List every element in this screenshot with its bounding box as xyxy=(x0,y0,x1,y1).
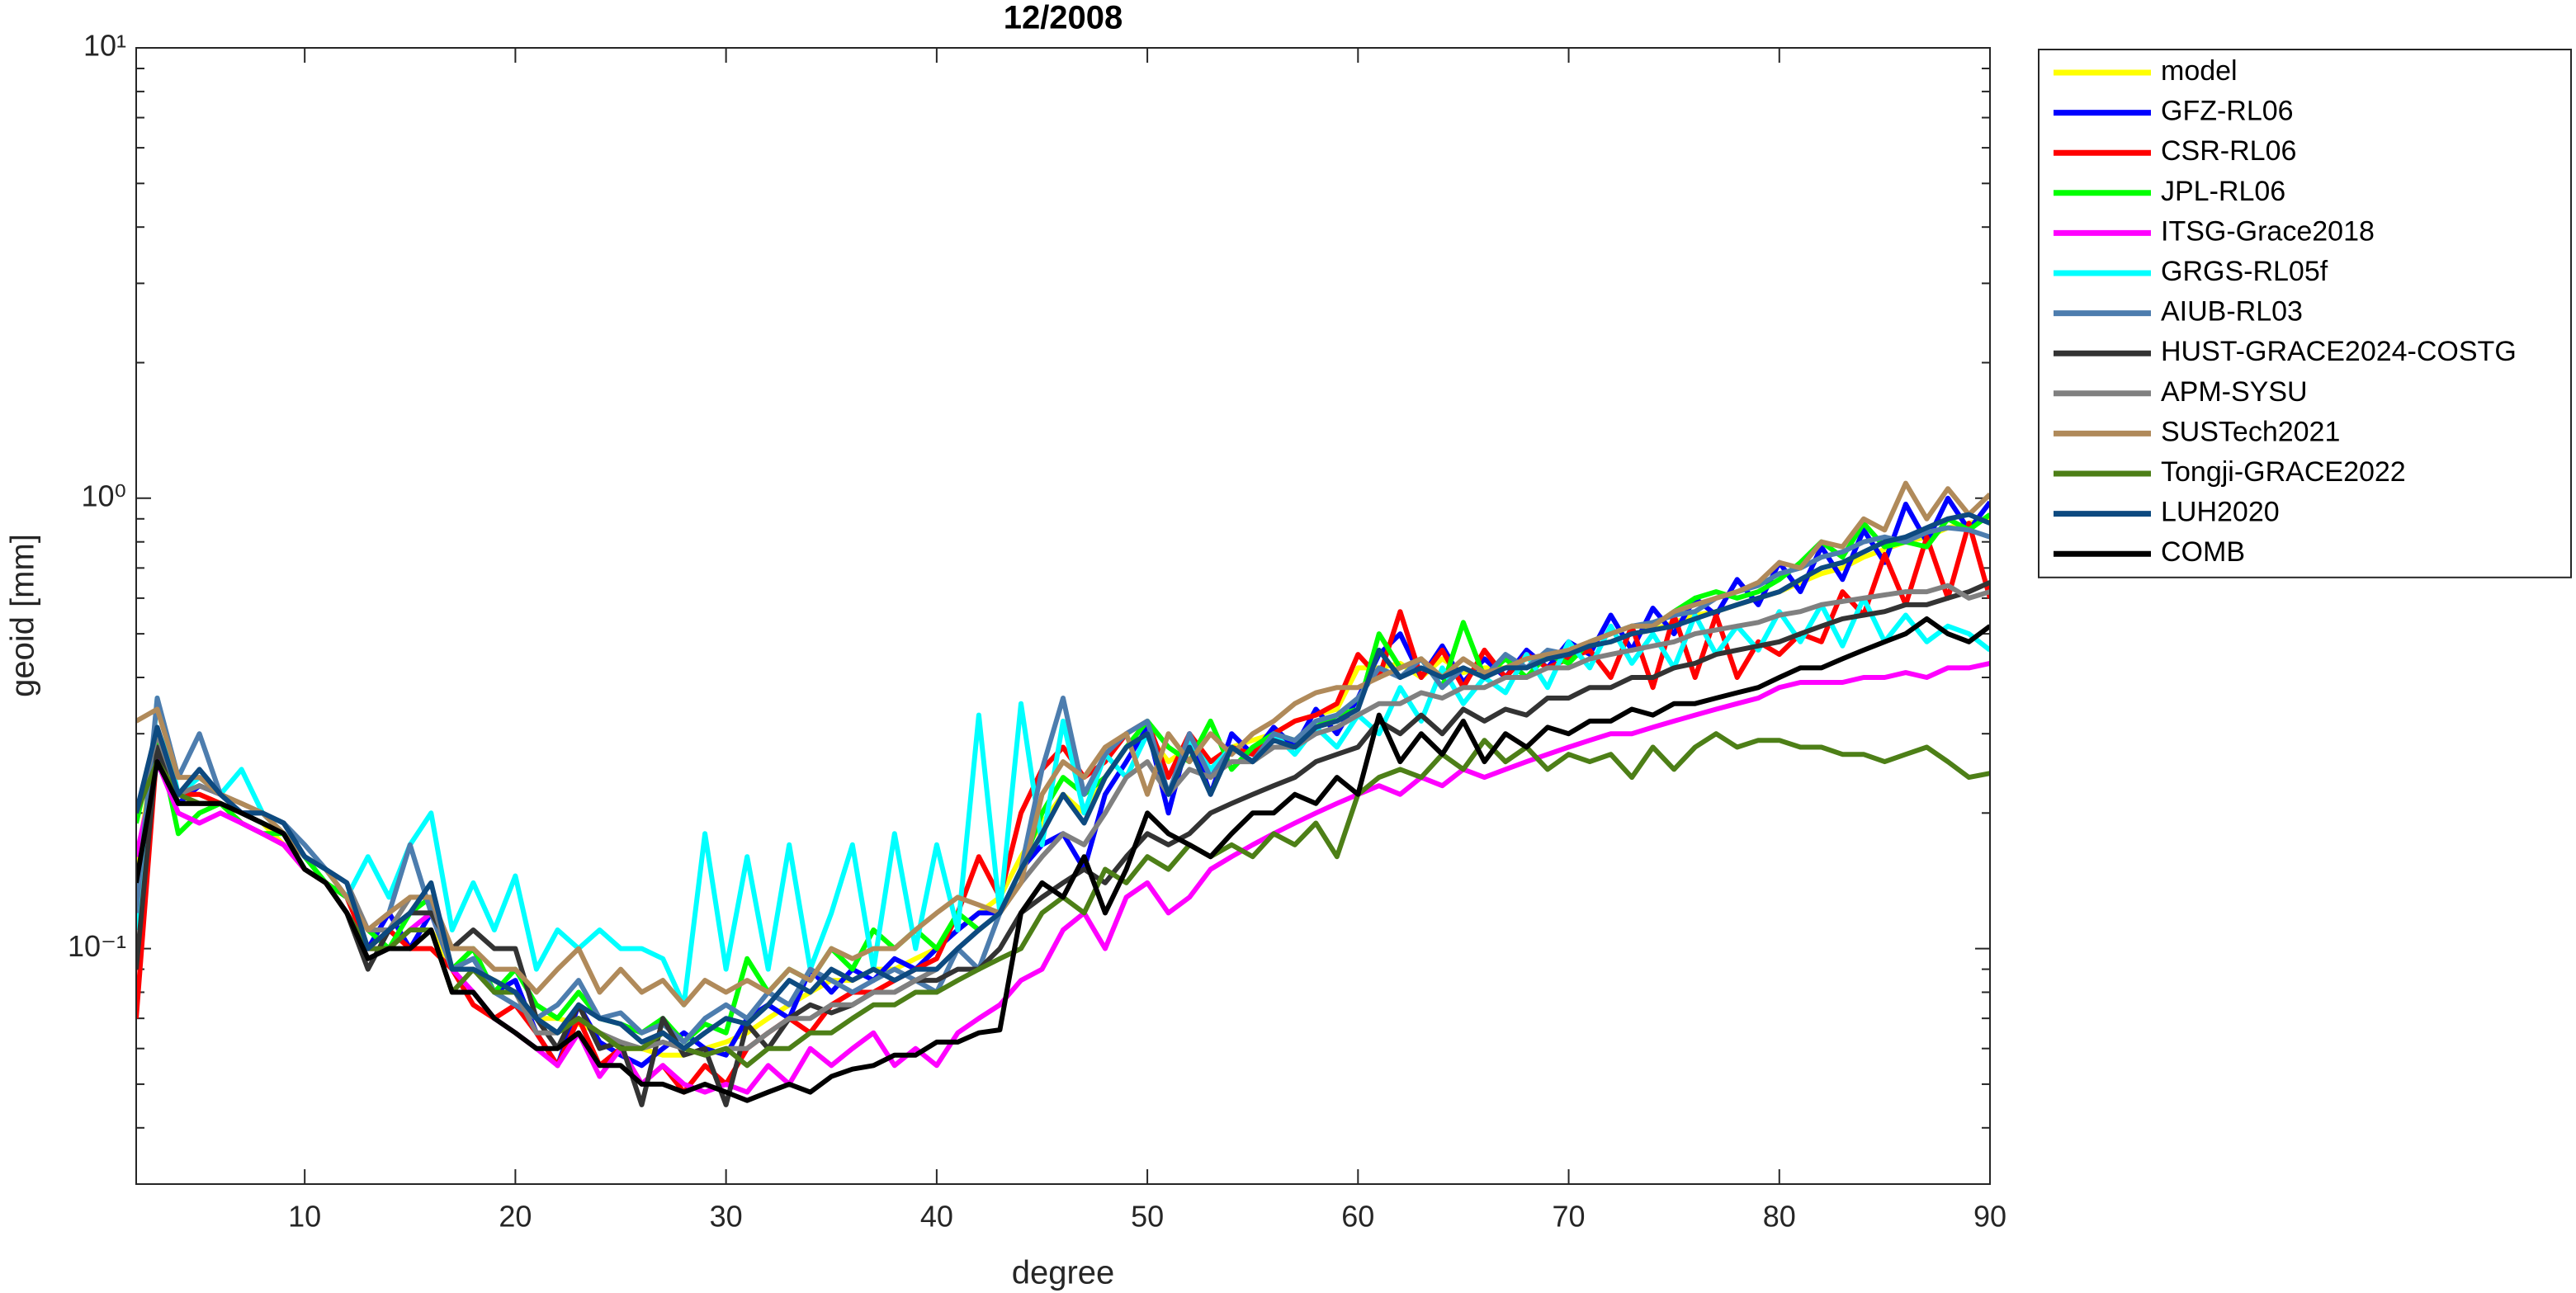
series-line xyxy=(136,521,1990,1095)
x-tick-label: 90 xyxy=(1973,1200,2006,1234)
y-tick-label: 10⁻¹ xyxy=(68,929,126,963)
x-tick-label: 50 xyxy=(1131,1200,1164,1234)
plot-frame xyxy=(135,47,1991,1185)
x-tick-label: 20 xyxy=(499,1200,532,1234)
legend-label: model xyxy=(2161,55,2238,87)
legend-label: GFZ-RL06 xyxy=(2161,96,2294,127)
x-tick-label: 30 xyxy=(710,1200,743,1234)
legend-label: SUSTech2021 xyxy=(2161,416,2340,447)
x-tick-label: 40 xyxy=(920,1200,953,1234)
legend-label: HUST-GRACE2024-COSTG xyxy=(2161,336,2517,367)
legend-label: CSR-RL06 xyxy=(2161,135,2296,167)
x-tick-label: 10 xyxy=(288,1200,321,1234)
chart-title: 12/2008 xyxy=(1004,0,1123,36)
x-axis-label: degree xyxy=(1012,1255,1115,1291)
x-tick-label: 70 xyxy=(1553,1200,1586,1234)
series-line xyxy=(136,595,1990,1008)
x-tick-label: 60 xyxy=(1341,1200,1374,1234)
legend-label: COMB xyxy=(2161,536,2245,568)
series-line xyxy=(136,616,1990,1103)
legend-label: JPL-RL06 xyxy=(2161,176,2285,207)
y-axis-label: geoid [mm] xyxy=(5,534,41,697)
legend-label: APM-SYSU xyxy=(2161,376,2308,408)
legend-label: ITSG-Grace2018 xyxy=(2161,215,2375,247)
y-tick-label: 10⁰ xyxy=(82,479,126,512)
legend-label: LUH2020 xyxy=(2161,497,2280,528)
x-tick-label: 80 xyxy=(1763,1200,1796,1234)
legend-label: AIUB-RL03 xyxy=(2161,296,2303,328)
series-line xyxy=(136,512,1990,1051)
y-tick-label: 10¹ xyxy=(83,29,126,63)
legend-label: Tongji-GRACE2022 xyxy=(2161,456,2406,488)
legend-label: GRGS-RL05f xyxy=(2161,256,2328,287)
